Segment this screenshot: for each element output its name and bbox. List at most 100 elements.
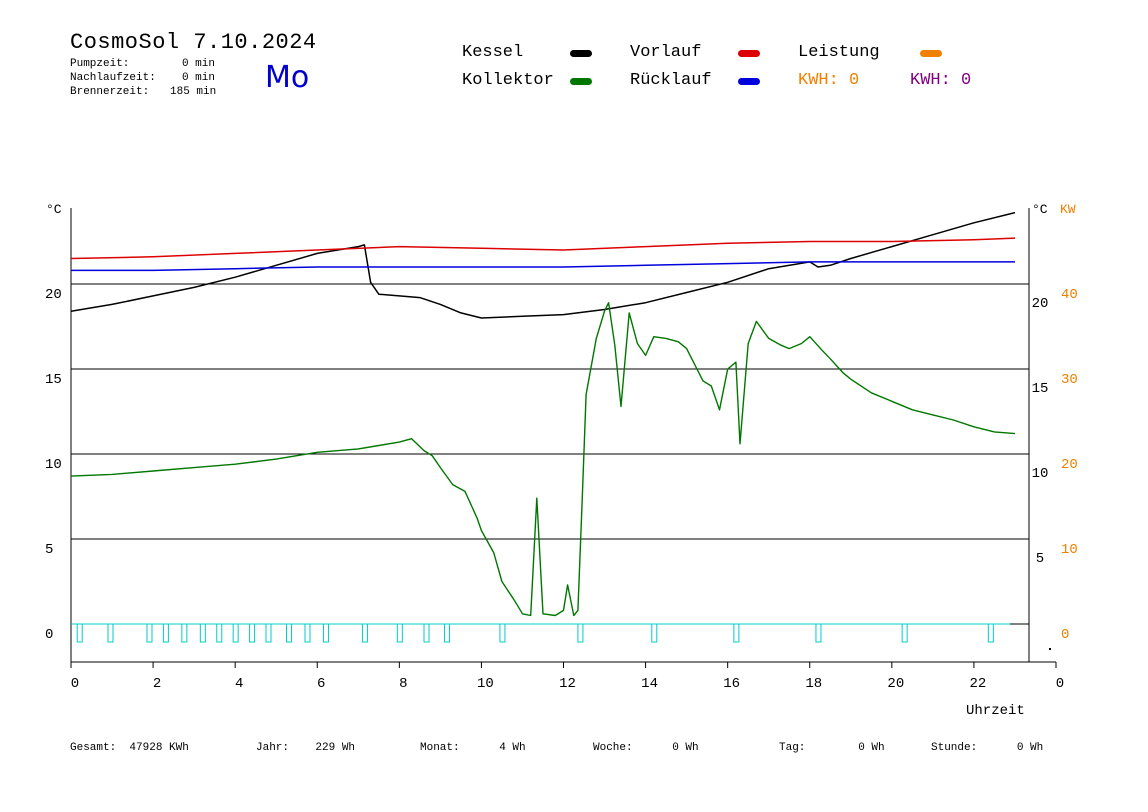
y-tick-right-kw-20: 20 (1061, 457, 1078, 473)
y-tick-left-5: 5 (45, 542, 53, 558)
burner-time-value: 185 min (170, 86, 217, 98)
x-axis-label: Uhrzeit (966, 703, 1025, 719)
chart-grid (71, 283, 1029, 625)
series-line-kollektor (70, 302, 1016, 617)
pump-pulse-22 (901, 623, 908, 643)
x-tick-label-1: 2 (153, 676, 161, 692)
y-tick-left-15: 15 (45, 372, 62, 388)
end-dot (1049, 648, 1051, 650)
chart-series (70, 211, 1016, 617)
y-tick-left-20: 20 (45, 287, 62, 303)
legend-kwh-leistung: KWH: 0 (798, 71, 860, 90)
x-tick-label-8: 16 (723, 676, 740, 692)
pump-pulse-15 (423, 623, 430, 643)
x-tick-label-3: 6 (317, 676, 325, 692)
series-line-vorlauf (70, 237, 1016, 260)
runon-time-label: Nachlaufzeit: (70, 72, 156, 84)
legend-ruecklauf-swatch (738, 78, 760, 85)
chart-labels: 0 2 4 6 8 10 12 14 16 18 20 22 0 0 5 10 15 20 5 10 15 20 0 10 20… (45, 202, 1078, 719)
pump-pulse-3 (162, 623, 169, 643)
footer-day-value: 0 Wh (858, 742, 885, 754)
y-tick-right-kw-40: 40 (1061, 287, 1078, 303)
page-title: CosmoSol 7.10.2024 (70, 30, 317, 55)
x-tick-label-6: 12 (559, 676, 576, 692)
footer-week-label: Woche: (593, 742, 633, 754)
footer-day-label: Tag: (779, 742, 806, 754)
legend-kollektor-swatch (570, 78, 592, 85)
y-tick-left-0: 0 (45, 627, 53, 643)
pump-time-row: Pumpzeit: 0 min (70, 58, 215, 70)
pump-pulse-20 (733, 623, 740, 643)
pump-time-value: 0 min (181, 58, 215, 70)
y-tick-right-c-10: 10 (1032, 466, 1049, 482)
pump-pulse-4 (181, 623, 188, 643)
y-axis-right-unit-kw: KW (1060, 202, 1076, 217)
x-tick-label-0: 0 (71, 676, 79, 692)
burner-time-row: Brennerzeit: 185 min (70, 86, 217, 98)
pump-pulse-10 (286, 623, 293, 643)
footer-week-value: 0 Wh (672, 742, 699, 754)
pump-pulse-7 (232, 623, 239, 643)
pump-pulse-21 (815, 623, 822, 643)
y-tick-right-kw-30: 30 (1061, 372, 1078, 388)
legend-vorlauf-label: Vorlauf (630, 43, 702, 62)
series-line-kessel (70, 211, 1016, 319)
pump-pulse-23 (987, 623, 994, 643)
x-tick-label-7: 14 (641, 676, 658, 692)
y-tick-right-c-15: 15 (1032, 381, 1049, 397)
footer-year-value: 229 Wh (315, 742, 356, 754)
pump-pulse-6 (216, 623, 223, 643)
footer-hour-value: 0 Wh (1016, 742, 1044, 754)
legend-kwh-secondary: KWH: 0 (910, 71, 972, 90)
y-tick-right-kw-0: 0 (1061, 627, 1069, 643)
x-tick-label-5: 10 (477, 676, 494, 692)
x-tick-label-4: 8 (399, 676, 407, 692)
pump-pulse-2 (146, 623, 153, 643)
y-tick-right-c-5: 5 (1036, 551, 1044, 567)
footer-hour-label: Stunde: (931, 742, 978, 754)
pump-pulse-11 (304, 623, 311, 643)
y-tick-right-kw-10: 10 (1061, 542, 1078, 558)
pump-pulse-19 (651, 623, 658, 643)
x-tick-label-9: 18 (805, 676, 822, 692)
pump-pulse-14 (396, 623, 403, 643)
footer-hour: Stunde: 0 Wh (931, 742, 1043, 754)
runon-time-value: 0 min (181, 72, 215, 84)
footer-month: Monat: 4 Wh (420, 742, 526, 754)
pump-pulse-16 (444, 623, 451, 643)
x-tick-label-11: 22 (970, 676, 987, 692)
legend-kessel-swatch (570, 50, 592, 57)
footer-week: Woche: 0 Wh (593, 742, 699, 754)
y-axis-left-unit: °C (46, 202, 62, 217)
y-tick-left-10: 10 (45, 457, 62, 473)
legend-leistung-swatch (920, 50, 942, 57)
pump-pulse-9 (265, 623, 272, 643)
y-tick-right-c-20: 20 (1032, 296, 1049, 312)
footer-day: Tag: 0 Wh (779, 742, 885, 754)
pump-pulses (71, 623, 1010, 643)
legend-kessel-label: Kessel (462, 43, 524, 62)
pump-pulse-1 (107, 623, 114, 643)
pump-pulse-8 (249, 623, 256, 643)
pump-pulse-17 (499, 623, 506, 643)
x-tick-label-10: 20 (887, 676, 904, 692)
chart-axes (70, 208, 1057, 668)
series-line-ruecklauf (71, 261, 1015, 272)
weekday-label: Mo (265, 60, 310, 95)
x-tick-label-2: 4 (235, 676, 243, 692)
x-tick-label-12: 0 (1056, 676, 1064, 692)
burner-time-label: Brennerzeit: (70, 86, 150, 98)
legend-kollektor-label: Kollektor (462, 71, 554, 90)
pump-time-label: Pumpzeit: (70, 58, 130, 70)
footer-total-label: Gesamt: (70, 742, 117, 754)
legend-vorlauf-swatch (738, 50, 760, 57)
footer-month-label: Monat: (420, 742, 460, 754)
y-axis-right-unit-c: °C (1032, 202, 1048, 217)
legend-leistung-label: Leistung (798, 43, 880, 62)
runon-time-row: Nachlaufzeit: 0 min (70, 72, 215, 84)
footer-month-value: 4 Wh (499, 742, 526, 754)
legend-ruecklauf-label: Rücklauf (630, 71, 712, 90)
pump-pulse-18 (577, 623, 584, 643)
footer-total: Gesamt: 47928 KWh (70, 742, 189, 754)
